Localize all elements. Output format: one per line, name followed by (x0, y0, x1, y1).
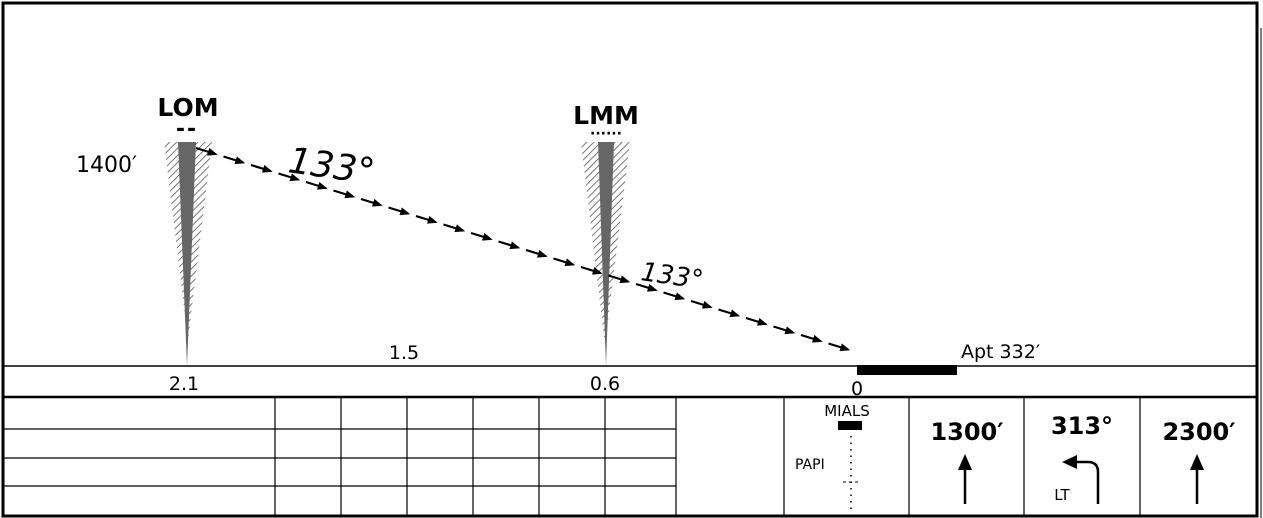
glide-path-arrow (360, 197, 383, 207)
lom-ident: -- (176, 117, 198, 142)
course-label-1: 133° (286, 140, 378, 193)
glide-path-arrow (498, 240, 521, 250)
glide-path-arrow (195, 146, 218, 156)
glide-path-arrow (718, 308, 741, 318)
glide-path-arrow (388, 206, 411, 216)
lom-altitude: 1400′ (76, 153, 137, 178)
glide-path-arrow (635, 282, 658, 292)
runway-bar (857, 365, 957, 375)
glide-path-arrow (663, 291, 686, 301)
glide-path (195, 146, 851, 352)
lom-label: LOM (157, 93, 218, 122)
lom-distance: 2.1 (169, 373, 199, 395)
minimums-table (3, 397, 1141, 516)
arrow-up-icon (1190, 454, 1204, 504)
course-label-2: 133° (639, 257, 705, 295)
lmm-distance: 0.6 (590, 373, 620, 395)
lom-marker-cone (164, 142, 212, 366)
arrow-up-icon (958, 454, 972, 504)
mials-label: MIALS (824, 402, 870, 420)
glide-path-arrow (773, 325, 796, 335)
glide-path-arrow (250, 163, 273, 173)
left-turn-label: LT (1054, 486, 1070, 504)
papi-label: PAPI (795, 457, 825, 473)
missed-approach-altitude-1: 1300′ (930, 418, 1003, 446)
glide-path-arrow (415, 214, 438, 224)
glide-path-arrow (690, 299, 713, 309)
missed-approach-altitude-2: 2300′ (1162, 418, 1235, 446)
glide-path-arrow (470, 231, 493, 241)
airport-elevation: Apt 332′ (961, 341, 1040, 363)
segment-distance: 1.5 (389, 342, 419, 364)
glide-path-arrow (278, 172, 301, 182)
glide-path-arrow (223, 155, 246, 165)
glide-path-arrow (553, 257, 576, 267)
mials-icon (838, 421, 862, 430)
lmm-ident: ······ (590, 126, 622, 142)
glide-path-arrow (580, 265, 603, 275)
glide-path-arrow (333, 189, 356, 199)
threshold-distance: 0 (851, 378, 863, 400)
glide-path-arrow (745, 316, 768, 326)
left-turn-arrow-icon (1062, 455, 1100, 504)
lmm-label: LMM (573, 101, 639, 130)
glide-path-arrow (828, 342, 851, 352)
glide-path-arrow (608, 274, 631, 284)
lmm-marker-cone (581, 142, 630, 366)
glide-path-arrow (800, 333, 823, 343)
glide-path-arrow (443, 223, 466, 233)
glide-path-arrow (305, 180, 328, 190)
missed-approach-heading: 313° (1051, 412, 1113, 440)
glide-path-arrow (525, 248, 548, 258)
